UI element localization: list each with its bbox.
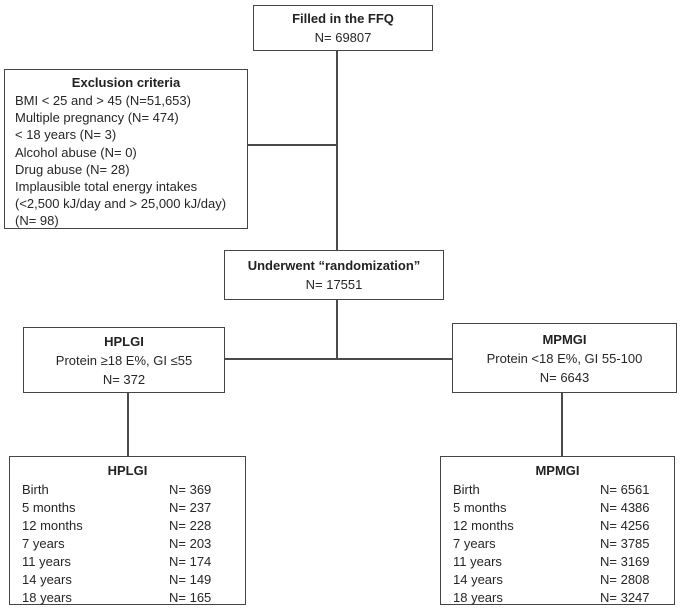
exclusion-box: Exclusion criteria BMI < 25 and > 45 (N=… [4, 69, 248, 229]
mpmgi-group-criteria: Protein <18 E%, GI 55-100 [486, 350, 643, 366]
ffq-title: Filled in the FFQ [292, 11, 394, 26]
row-value: N= 228 [169, 518, 212, 533]
row-value: N= 4386 [600, 500, 650, 515]
mpmgi-followup-table: MPMGI Birth N= 6561 5 months N= 4386 12 … [440, 456, 675, 605]
table-row: 7 years N= 3785 [441, 535, 674, 553]
row-value: N= 369 [169, 482, 212, 497]
row-label: 5 months [453, 500, 507, 515]
hplgi-group-title: HPLGI [104, 333, 144, 349]
row-value: N= 3169 [600, 554, 650, 569]
row-label: 7 years [453, 536, 496, 551]
exclusion-line-energy-count: (N= 98) [15, 213, 59, 229]
row-label: 12 months [453, 518, 514, 533]
row-value: N= 237 [169, 500, 212, 515]
connector-hplgi-to-table [127, 393, 129, 456]
table-row: 5 months N= 237 [10, 499, 245, 517]
row-value: N= 165 [169, 590, 212, 605]
exclusion-line-energy-intakes: Implausible total energy intakes [15, 179, 198, 195]
row-value: N= 3785 [600, 536, 650, 551]
exclusion-line-under-18: < 18 years (N= 3) [15, 127, 117, 143]
row-label: 18 years [22, 590, 72, 605]
table-row: 12 months N= 228 [10, 517, 245, 535]
table-row: 18 years N= 3247 [441, 589, 674, 607]
table-row: 7 years N= 203 [10, 535, 245, 553]
table-row: 14 years N= 2808 [441, 571, 674, 589]
hplgi-group-count: N= 372 [102, 371, 146, 387]
row-value: N= 6561 [600, 482, 650, 497]
exclusion-line-multiple-pregnancy: Multiple pregnancy (N= 474) [15, 110, 179, 126]
row-value: N= 3247 [600, 590, 650, 605]
table-row: 18 years N= 165 [10, 589, 245, 607]
ffq-count: N= 69807 [314, 30, 372, 45]
table-row: 5 months N= 4386 [441, 499, 674, 517]
table-row: 11 years N= 3169 [441, 553, 674, 571]
table-row: 12 months N= 4256 [441, 517, 674, 535]
row-value: N= 2808 [600, 572, 650, 587]
table-row: Birth N= 369 [10, 481, 245, 499]
hplgi-followup-title: HPLGI [107, 463, 148, 478]
exclusion-line-energy-range: (<2,500 kJ/day and > 25,000 kJ/day) [15, 196, 227, 212]
row-label: Birth [22, 482, 49, 497]
table-row: 11 years N= 174 [10, 553, 245, 571]
mpmgi-group-count: N= 6643 [539, 369, 590, 385]
row-label: Birth [453, 482, 480, 497]
row-value: N= 149 [169, 572, 212, 587]
table-row: Birth N= 6561 [441, 481, 674, 499]
mpmgi-group-box: MPMGI Protein <18 E%, GI 55-100 N= 6643 [452, 323, 677, 393]
hplgi-group-box: HPLGI Protein ≥18 E%, GI ≤55 N= 372 [23, 327, 225, 393]
connector-exclusion-branch [248, 144, 336, 146]
connector-ffq-to-randomization [336, 50, 338, 250]
row-label: 11 years [22, 554, 71, 569]
row-label: 14 years [453, 572, 503, 587]
connector-randomization-down [336, 300, 338, 360]
row-value: N= 203 [169, 536, 212, 551]
mpmgi-followup-title: MPMGI [535, 463, 580, 478]
connector-mpmgi-to-table [561, 393, 563, 456]
randomization-title: Underwent “randomization” [247, 258, 421, 273]
row-value: N= 4256 [600, 518, 650, 533]
randomization-box: Underwent “randomization” N= 17551 [224, 250, 444, 300]
row-label: 18 years [453, 590, 503, 605]
exclusion-line-bmi: BMI < 25 and > 45 (N=51,653) [15, 93, 191, 108]
exclusion-line-drug: Drug abuse (N= 28) [15, 161, 130, 177]
connector-group-split [225, 358, 452, 360]
exclusion-title: Exclusion criteria [71, 75, 181, 90]
hplgi-followup-table: HPLGI Birth N= 369 5 months N= 237 12 mo… [9, 456, 246, 605]
ffq-box: Filled in the FFQ N= 69807 [253, 5, 433, 51]
row-label: 14 years [22, 572, 72, 587]
row-label: 7 years [22, 536, 65, 551]
hplgi-group-criteria: Protein ≥18 E%, GI ≤55 [55, 352, 193, 368]
exclusion-line-alcohol: Alcohol abuse (N= 0) [15, 144, 137, 160]
randomization-count: N= 17551 [305, 277, 363, 292]
row-value: N= 174 [169, 554, 212, 569]
table-row: 14 years N= 149 [10, 571, 245, 589]
row-label: 12 months [22, 518, 83, 533]
mpmgi-group-title: MPMGI [542, 331, 587, 347]
row-label: 11 years [453, 554, 502, 569]
row-label: 5 months [22, 500, 76, 515]
